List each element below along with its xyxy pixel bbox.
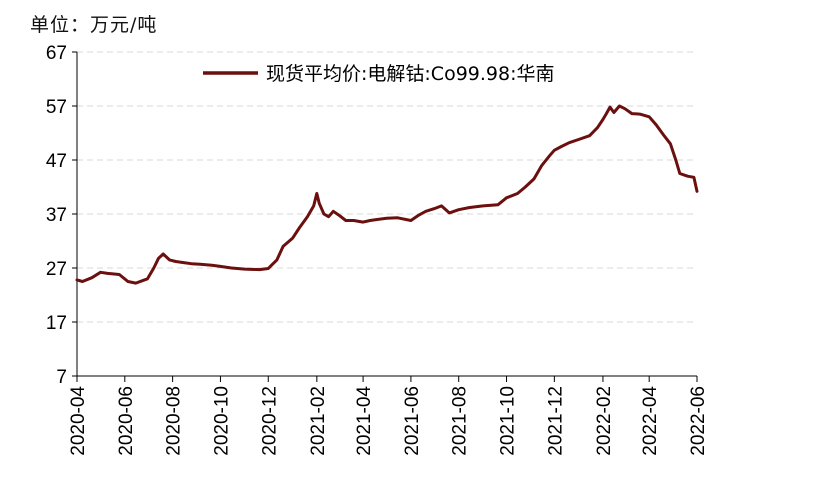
y-tick-label: 67 [46, 43, 67, 64]
x-tick-label: 2022-06 [688, 386, 709, 456]
y-axis-ticks: 7 17 27 37 47 57 67 [46, 43, 77, 388]
legend: 现货平均价:电解钴:Co99.98:华南 [203, 63, 555, 85]
x-tick-label: 2020-06 [116, 386, 137, 456]
x-tick-label: 2020-10 [211, 386, 232, 456]
x-tick-label: 2020-04 [68, 386, 89, 456]
y-tick-label: 37 [46, 205, 67, 226]
y-tick-label: 7 [56, 367, 67, 388]
x-tick-label: 2022-02 [594, 386, 615, 456]
y-tick-label: 27 [46, 259, 67, 280]
x-tick-label: 2021-08 [450, 386, 471, 456]
legend-label: 现货平均价:电解钴:Co99.98:华南 [266, 63, 555, 85]
x-tick-label: 2020-08 [164, 386, 185, 456]
x-tick-label: 2021-12 [545, 386, 566, 456]
x-tick-label: 2020-12 [259, 386, 280, 456]
x-axis-ticks: 2020-04 2020-06 2020-08 2020-10 2020-12 2021-… [68, 376, 709, 456]
y-tick-label: 47 [46, 151, 67, 172]
series-line [75, 104, 699, 285]
series-group [75, 104, 699, 285]
y-tick-label: 17 [46, 313, 67, 334]
y-tick-label: 57 [46, 97, 67, 118]
x-tick-label: 2022-04 [640, 386, 661, 456]
unit-label: 单位：万元/吨 [30, 14, 158, 36]
x-tick-label: 2021-02 [308, 386, 329, 456]
x-tick-label: 2021-06 [402, 386, 423, 456]
x-tick-label: 2021-04 [354, 386, 375, 456]
grid-lines [77, 51, 697, 323]
x-tick-label: 2021-10 [498, 386, 519, 456]
